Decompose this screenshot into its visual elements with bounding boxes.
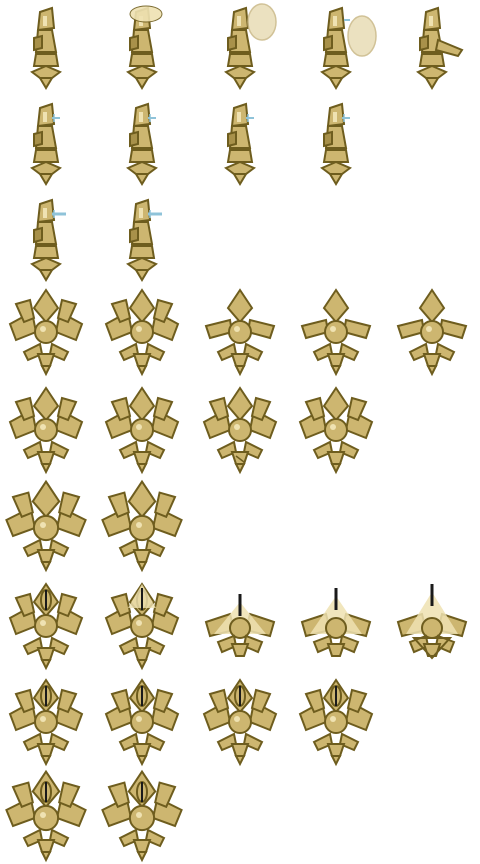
- sprite-knight-lunge: [416, 6, 464, 90]
- sprite-knight-ice: [126, 102, 158, 186]
- sprite-plant-tall-cracked: [202, 386, 278, 475]
- sprite-knight: [30, 6, 62, 90]
- sprite-knight-ice: [320, 102, 352, 186]
- sprite-plant-tall: [298, 386, 374, 475]
- sprite-knight-ice: [30, 102, 62, 186]
- sprite-knight-ice-strong: [30, 198, 66, 282]
- sprite-plant-eye-tall: [202, 678, 278, 767]
- sprite-plant-beam-2: [300, 588, 372, 657]
- sprite-plant-eye-tall: [298, 678, 374, 767]
- sprite-plant-wide: [8, 288, 84, 377]
- sprite-plant-tall: [104, 386, 180, 475]
- sprite-plant-flat: [300, 288, 372, 377]
- sprite-knight-wing-up: [126, 5, 163, 90]
- sprite-plant-eye-tall: [8, 678, 84, 767]
- sprite-plant-tall: [8, 386, 84, 475]
- sprite-knight-ice-strong: [126, 198, 162, 282]
- sprite-knight-slash-1: [224, 3, 277, 90]
- sprite-knight-ice: [224, 102, 256, 186]
- sprite-plant-eye: [8, 582, 84, 671]
- sprite-plant-beam-3: [396, 584, 468, 660]
- sprite-knight-slash-2: [320, 6, 377, 90]
- sprite-plant-beam-1: [204, 594, 276, 657]
- sprite-plant-wide: [104, 288, 180, 377]
- sprite-plant-small: [396, 288, 468, 377]
- sprite-plant-eye-tall: [104, 678, 180, 767]
- sprite-plant-eye-glow: [104, 582, 180, 671]
- sprite-plant-big: [101, 479, 183, 573]
- sprite-plant-eye-big: [5, 769, 87, 863]
- sprite-plant-flat: [204, 288, 276, 377]
- sprite-plant-big: [5, 479, 87, 573]
- sprite-plant-eye-big: [101, 769, 183, 863]
